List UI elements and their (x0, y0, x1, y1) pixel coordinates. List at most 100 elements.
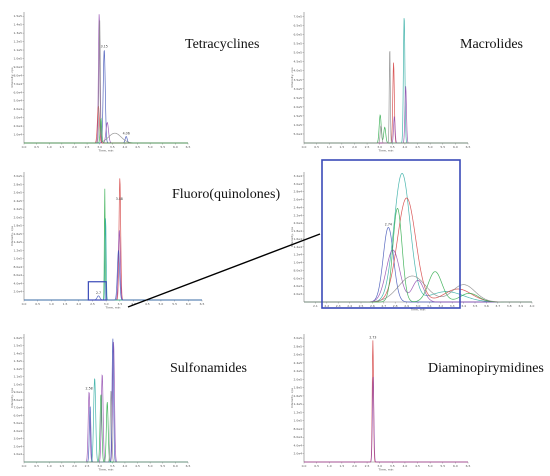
zoom-series-red-line (304, 197, 532, 303)
zoom-y-tick-label: 3.2e4 (293, 174, 302, 178)
diaminopirymidines-x-tick-label: 3.5 (390, 464, 395, 468)
zoom-y-tick-label: 2.0e4 (293, 221, 302, 225)
fluoroquinolones-y-tick-label: 2.0e5 (13, 215, 22, 219)
zoom-chart: 2.1 2.2 2.3 2.4 2.5 2.6 2.7 2.8 2.9 3.0 3.1 3.2 3.3 3… (290, 172, 534, 312)
sulfonamides-x-tick-label: 4.0 (123, 464, 128, 468)
zoom-x-tick-label: 3.0 (416, 304, 421, 308)
sulfonamides-y-tick-label: 1.6e5 (13, 336, 22, 340)
fluoroquinolones-x-tick-label: 4.0 (131, 302, 136, 306)
macrolides-y-tick-label: 2.5e5 (293, 96, 302, 100)
zoom-x-tick-label: 3.7 (495, 304, 500, 308)
zoom-y-tick-label: 2.2e4 (293, 213, 302, 217)
diaminopirymidines-y-tick-label: 1.0e5 (293, 419, 302, 423)
tetracyclines-x-tick-label: 0.0 (22, 145, 27, 149)
macrolides-x-tick-label: 5.0 (428, 145, 433, 149)
diaminopirymidines-series-red-line (304, 340, 468, 463)
fluoroquinolones-y-axis-label: Intensity, cps (10, 226, 14, 247)
zoom-series-purple-line (304, 249, 532, 303)
tetracyclines-x-tick-label: 5.0 (148, 145, 153, 149)
tetracyclines-x-tick-label: 6.0 (173, 145, 178, 149)
diaminopirymidines-y-tick-label: 2.0e4 (293, 452, 302, 456)
macrolides-x-tick-label: 4.0 (403, 145, 408, 149)
diaminopirymidines-x-tick-label: 4.0 (403, 464, 408, 468)
diaminopirymidines-y-tick-label: 2.2e5 (293, 369, 302, 373)
tetracyclines-y-axis-label: Intensity, cps (10, 67, 14, 88)
sulfonamides-series-green-line (24, 394, 188, 463)
diaminopirymidines-y-tick-label: 1.4e5 (293, 402, 302, 406)
macrolides-x-tick-label: 6.0 (453, 145, 458, 149)
tetracyclines-y-tick-label: 9.0e4 (13, 65, 22, 69)
macrolides-x-tick-label: 1.5 (339, 145, 344, 149)
tetracyclines-x-axis-label: Time, min (98, 149, 114, 153)
diaminopirymidines-x-tick-label: 6.5 (466, 464, 471, 468)
fluoroquinolones-x-tick-label: 4.5 (145, 302, 150, 306)
fluoroquinolones-y-tick-label: 2.4e5 (13, 199, 22, 203)
zoom-x-tick-label: 2.6 (370, 304, 375, 308)
zoom-x-tick-label: 2.7 (381, 304, 386, 308)
fluoroquinolones-y-tick-label: 1.0e5 (13, 257, 22, 261)
diaminopirymidines-y-tick-label: 2.8e5 (293, 344, 302, 348)
tetracyclines-peak-label: 4.06 (123, 131, 130, 135)
diaminopirymidines-title: Diaminopirymidines (428, 361, 544, 376)
fluoroquinolones-peak-label: 2.7 (96, 291, 101, 295)
macrolides-x-tick-label: 6.5 (466, 145, 471, 149)
zoom-y-tick-label: 2.6e4 (293, 198, 302, 202)
macrolides-y-tick-label: 4.5e5 (293, 60, 302, 64)
sulfonamides-y-tick-label: 1.0e5 (13, 382, 22, 386)
macrolides-y-tick-label: 7.0e5 (293, 15, 302, 19)
diaminopirymidines-y-axis-label: Intensity, cps (290, 388, 294, 409)
tetracyclines-x-tick-label: 5.5 (160, 145, 165, 149)
diaminopirymidines-x-axis-label: Time, min (378, 468, 394, 472)
macrolides-x-tick-label: 2.5 (365, 145, 370, 149)
diaminopirymidines-y-tick-label: 4.0e4 (293, 443, 302, 447)
zoom-y-tick-label: 8.0e3 (293, 268, 302, 272)
zoom-x-tick-label: 3.4 (461, 304, 466, 308)
fluoroquinolones-y-tick-label: 2.6e5 (13, 191, 22, 195)
sulfonamides-x-tick-label: 4.5 (135, 464, 140, 468)
macrolides-x-tick-label: 3.5 (390, 145, 395, 149)
fluoroquinolones-series-teal-line (24, 218, 202, 301)
diaminopirymidines-series-purple-line (304, 376, 468, 463)
sulfonamides-x-tick-label: 5.0 (148, 464, 153, 468)
tetracyclines-x-tick-label: 4.0 (123, 145, 128, 149)
sulfonamides-x-tick-label: 2.5 (85, 464, 90, 468)
macrolides-chart: 0.0 0.5 1.0 1.5 2.0 2.5 3.0 3.5 4.0 4.5 5.0 5.5 6.0 6… (290, 12, 470, 153)
tetracyclines-y-tick-label: 1.2e5 (13, 40, 22, 44)
sulfonamides-y-tick-label: 1.2e5 (13, 367, 22, 371)
zoom-peak-label: 2.74 (385, 222, 392, 226)
zoom-source-box (87, 281, 107, 301)
fluoroquinolones-y-tick-label: 6.0e4 (13, 273, 22, 277)
tetracyclines-y-tick-label: 1.3e5 (13, 31, 22, 35)
zoom-x-tick-label: 3.1 (427, 304, 432, 308)
sulfonamides-x-tick-label: 5.5 (160, 464, 165, 468)
tetracyclines-chart: 0.0 0.5 1.0 1.5 2.0 2.5 3.0 3.5 4.0 4.5 5.0 5.5 6.0 6… (10, 12, 190, 153)
fluoroquinolones-x-tick-label: 2.5 (90, 302, 95, 306)
zoom-series-gray-line (304, 275, 532, 303)
zoom-series-teal-line (304, 172, 532, 303)
fluoroquinolones-x-tick-label: 0.0 (22, 302, 27, 306)
tetracyclines-y-tick-label: 1.0e5 (13, 56, 22, 60)
macrolides-series-green-line (304, 114, 468, 144)
macrolides-y-tick-label: 5.0e4 (293, 132, 302, 136)
fluoroquinolones-y-tick-label: 2.8e5 (13, 182, 22, 186)
zoom-connector-line (127, 233, 321, 308)
sulfonamides-y-tick-label: 8.0e4 (13, 398, 22, 402)
zoom-y-axis-label: Intensity, cps (290, 227, 294, 248)
tetracyclines-y-tick-label: 8.0e4 (13, 73, 22, 77)
diaminopirymidines-x-tick-label: 1.0 (327, 464, 332, 468)
sulfonamides-x-axis-label: Time, min (98, 468, 114, 472)
sulfonamides-x-tick-label: 0.5 (34, 464, 39, 468)
diaminopirymidines-y-tick-label: 1.2e5 (293, 410, 302, 414)
fluoroquinolones-chart: 0.0 0.5 1.0 1.5 2.0 2.5 3.0 3.5 4.0 4.5 5.0 5.5 6.0 6… (10, 172, 204, 310)
sulfonamides-y-tick-label: 1.5e5 (13, 344, 22, 348)
sulfonamides-y-tick-label: 5.0e4 (13, 421, 22, 425)
macrolides-y-tick-label: 3.0e5 (293, 87, 302, 91)
tetracyclines-y-tick-label: 3.0e4 (13, 116, 22, 120)
tetracyclines-x-tick-label: 3.5 (110, 145, 115, 149)
tetracyclines-title: Tetracyclines (185, 37, 259, 52)
diaminopirymidines-x-tick-label: 4.5 (415, 464, 420, 468)
zoom-y-tick-label: 1.2e4 (293, 253, 302, 257)
tetracyclines-y-tick-label: 1.1e5 (13, 48, 22, 52)
zoom-x-tick-label: 3.5 (473, 304, 478, 308)
sulfonamides-y-tick-label: 1.0e4 (13, 452, 22, 456)
